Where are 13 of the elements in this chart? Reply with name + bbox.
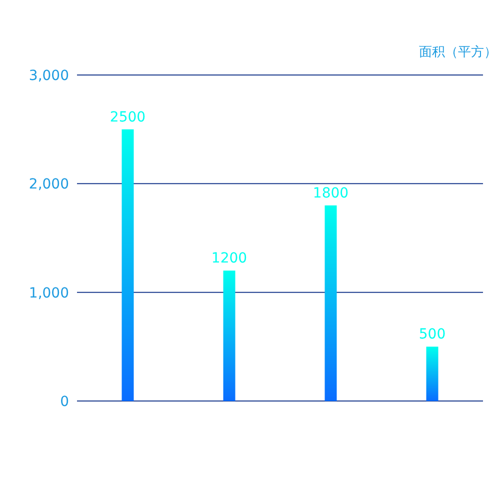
data-label: 500 [418, 326, 446, 343]
data-label: 1200 [211, 250, 248, 267]
bar [324, 205, 337, 401]
bar [223, 270, 236, 401]
y-tick-label: 2,000 [28, 176, 69, 193]
y-tick-label: 0 [60, 394, 69, 410]
y-tick-label: 3,000 [28, 68, 69, 84]
bar [426, 346, 438, 401]
y-axis-title: 面积（平方） [419, 44, 497, 60]
y-tick-label: 1,000 [28, 285, 69, 302]
bar [122, 129, 134, 401]
data-label: 2500 [110, 109, 146, 126]
data-label: 1800 [312, 185, 349, 202]
